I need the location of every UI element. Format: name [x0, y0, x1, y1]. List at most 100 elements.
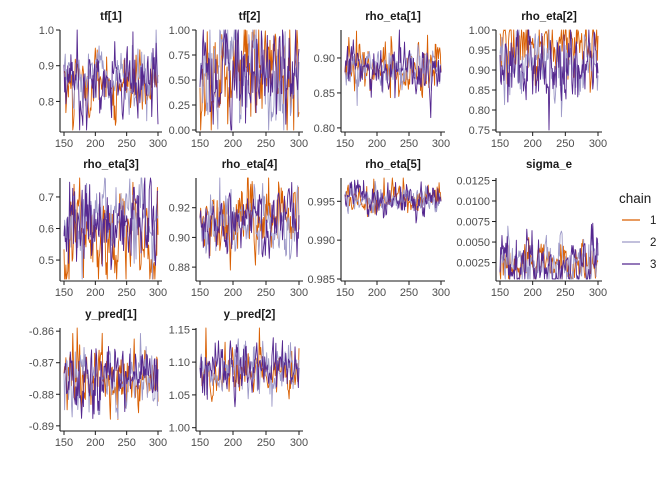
y-tick-label: 0.9: [39, 61, 54, 73]
y-tick-label: -0.87: [29, 358, 54, 370]
y-tick-label: 0.00: [169, 125, 190, 137]
trace-chain-3: [63, 345, 159, 419]
trace-chain-1: [199, 29, 300, 131]
y-tick-label: 0.5: [39, 255, 54, 267]
panel-9: y_pred[2] 1.00 1.05 1.10 1.15 150 200 250 300: [169, 309, 309, 449]
x-tick-label: 150: [491, 287, 509, 299]
x-tick-label: 300: [290, 287, 308, 299]
panel-title: sigma_e: [526, 159, 572, 171]
x-tick-label: 300: [589, 138, 607, 150]
x-tick-label: 150: [336, 287, 354, 299]
x-tick-label: 200: [224, 138, 242, 150]
y-tick-label: 0.0100: [456, 196, 490, 208]
x-tick-label: 300: [432, 138, 450, 150]
x-tick-label: 250: [400, 138, 418, 150]
panel-6: rho_eta[5] 0.985 0.990 0.995 150 200 250 300: [307, 159, 450, 299]
y-tick-label: 0.985: [307, 274, 335, 286]
x-tick-label: 250: [400, 287, 418, 299]
trace-chain-2: [344, 180, 442, 215]
y-tick-label: 0.7: [39, 192, 54, 204]
panel-title: rho_eta[5]: [365, 159, 421, 171]
legend-title: chain: [619, 191, 651, 206]
x-tick-label: 200: [86, 287, 104, 299]
trace-chain-3: [199, 181, 300, 259]
y-tick-label: 0.75: [469, 125, 490, 137]
y-tick-label: 0.0025: [456, 258, 490, 270]
x-tick-label: 200: [368, 138, 386, 150]
trace-chain-3: [63, 29, 159, 131]
panel-title: y_pred[1]: [85, 309, 137, 321]
x-tick-label: 150: [55, 287, 73, 299]
y-tick-label: 0.85: [314, 88, 335, 100]
x-tick-label: 250: [257, 437, 275, 449]
legend-label: 2: [650, 237, 656, 249]
y-tick-label: 0.90: [469, 65, 490, 77]
x-tick-label: 250: [117, 437, 135, 449]
y-tick-label: 0.88: [169, 262, 190, 274]
trace-chain-2: [63, 177, 159, 280]
x-tick-label: 150: [191, 437, 209, 449]
panel-4: rho_eta[3] 0.5 0.6 0.7 150 200 250 300: [39, 159, 167, 299]
panel-title: y_pred[2]: [224, 309, 276, 321]
x-tick-label: 300: [149, 437, 167, 449]
x-tick-label: 200: [523, 138, 541, 150]
y-tick-label: 1.10: [169, 357, 190, 369]
x-tick-label: 250: [117, 138, 135, 150]
y-tick-label: 1.15: [169, 324, 190, 336]
x-tick-label: 300: [149, 138, 167, 150]
panel-title: rho_eta[1]: [365, 11, 421, 23]
y-tick-label: 1.0: [39, 25, 54, 37]
x-tick-label: 200: [224, 287, 242, 299]
trace-chain-3: [499, 29, 599, 131]
x-tick-label: 200: [368, 287, 386, 299]
panel-title: rho_eta[2]: [521, 11, 577, 23]
x-tick-label: 300: [589, 287, 607, 299]
y-tick-label: -0.86: [29, 326, 54, 338]
x-tick-label: 250: [257, 287, 275, 299]
y-tick-label: -0.89: [29, 421, 54, 433]
x-tick-label: 200: [86, 437, 104, 449]
y-tick-label: -0.88: [29, 389, 54, 401]
y-tick-label: 1.00: [169, 25, 190, 37]
trace-chain-3: [199, 29, 300, 131]
x-tick-label: 150: [191, 138, 209, 150]
y-tick-label: 0.80: [314, 123, 335, 135]
y-tick-label: 1.00: [169, 423, 190, 435]
x-tick-label: 150: [491, 138, 509, 150]
panel-title: tf[2]: [239, 11, 261, 23]
panel-7: sigma_e 0.0025 0.0050 0.0075 0.0100 0.0125 150…: [456, 159, 607, 299]
trace-chain-3: [63, 177, 159, 271]
y-tick-label: 0.6: [39, 224, 54, 236]
y-tick-label: 0.90: [169, 232, 190, 244]
y-tick-label: 0.92: [169, 203, 190, 215]
trace-chain-2: [499, 29, 599, 118]
panel-title: rho_eta[3]: [83, 159, 139, 171]
y-tick-label: 0.0050: [456, 237, 490, 249]
panel-title: tf[1]: [100, 11, 122, 23]
y-tick-label: 0.85: [469, 85, 490, 97]
y-tick-label: 0.95: [469, 45, 490, 57]
x-tick-label: 200: [523, 287, 541, 299]
y-tick-label: 0.90: [314, 53, 335, 65]
panel-3: rho_eta[2] 0.75 0.80 0.85 0.90 0.95 1.00 150 200…: [469, 11, 608, 150]
panel-2: rho_eta[1] 0.80 0.85 0.90 150 200 250 300: [314, 11, 451, 150]
x-tick-label: 250: [257, 138, 275, 150]
panel-1: tf[2] 0.00 0.25 0.50 0.75 1.00 150 200 250 300: [169, 11, 309, 150]
y-tick-label: 0.50: [169, 75, 190, 87]
x-tick-label: 250: [556, 138, 574, 150]
y-tick-label: 0.25: [169, 100, 190, 112]
x-tick-label: 150: [191, 287, 209, 299]
panel-0: tf[1] 0.8 0.9 1.0 150 200 250 300: [39, 11, 167, 150]
x-tick-label: 200: [86, 138, 104, 150]
x-tick-label: 250: [556, 287, 574, 299]
y-tick-label: 0.75: [169, 50, 190, 62]
legend: chain 1 2 3: [619, 191, 656, 271]
trace-chain-2: [63, 332, 159, 420]
y-tick-label: 1.05: [169, 390, 190, 402]
x-tick-label: 150: [336, 138, 354, 150]
trace-chain-3: [344, 29, 442, 119]
trace-chain-2: [199, 177, 300, 260]
panel-title: rho_eta[4]: [222, 159, 278, 171]
y-tick-label: 0.990: [307, 235, 335, 247]
